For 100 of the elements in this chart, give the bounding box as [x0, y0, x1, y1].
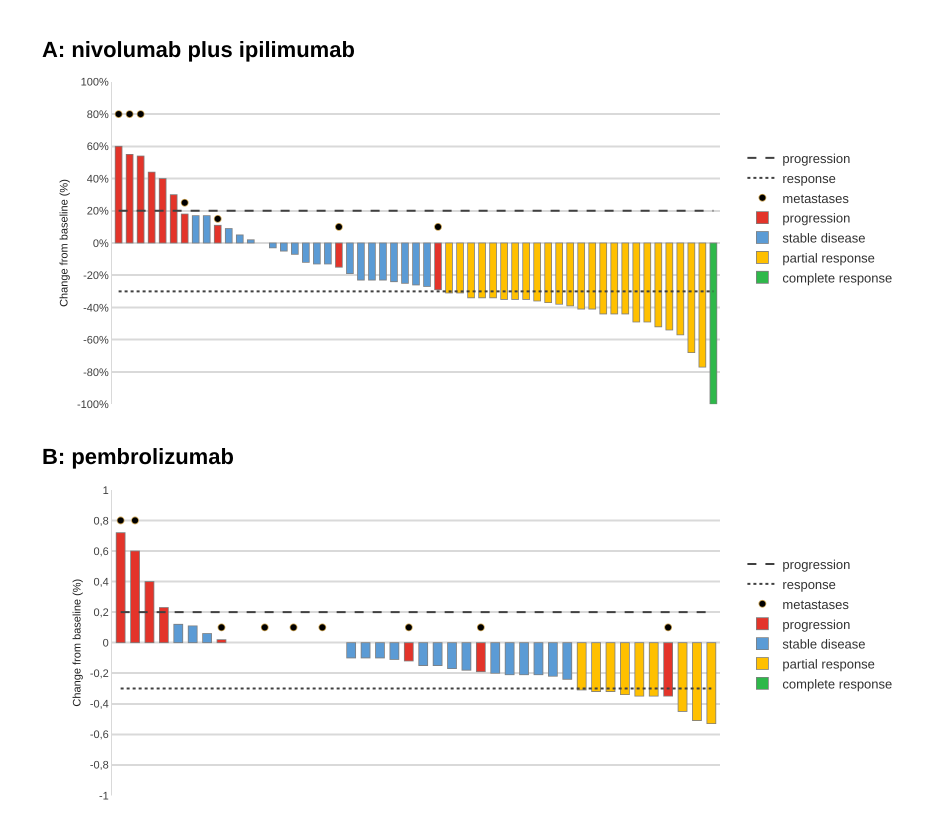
bar — [533, 242, 541, 302]
legend-label: metastases — [782, 190, 850, 206]
y-tick-label: -0,4 — [90, 698, 109, 711]
bar — [126, 154, 134, 244]
bar — [357, 242, 365, 280]
bar — [401, 242, 409, 284]
bar — [269, 242, 277, 248]
bar — [692, 642, 702, 721]
bar — [562, 642, 572, 680]
bar — [313, 242, 321, 264]
bar — [346, 242, 354, 274]
bar — [476, 642, 486, 672]
legend-label: partial response — [782, 250, 875, 266]
bar — [173, 624, 184, 644]
y-axis-title: Change from baseline (%) — [71, 578, 84, 707]
legend-label: metastases — [782, 596, 850, 612]
legend-label: progression — [782, 557, 850, 572]
bar — [236, 234, 244, 244]
bar — [291, 242, 299, 255]
bar — [490, 642, 500, 674]
bar — [445, 242, 453, 294]
y-tick-label: 100% — [80, 76, 110, 89]
bar — [606, 642, 616, 692]
y-tick-label: -40% — [83, 302, 110, 314]
bar — [324, 242, 332, 264]
bar — [478, 242, 486, 298]
legend-label: response — [782, 170, 836, 186]
point — [136, 110, 145, 118]
legend-label: progression — [782, 210, 850, 226]
bar — [432, 642, 442, 666]
bar — [412, 242, 420, 286]
bar — [456, 242, 464, 294]
bar — [136, 156, 144, 244]
bar — [676, 242, 684, 336]
y-tick-label: 1 — [102, 484, 109, 497]
y-tick-label: -100% — [77, 399, 110, 412]
legend-label: stable disease — [782, 636, 866, 652]
y-tick-label: 0,6 — [94, 546, 109, 558]
bar — [500, 242, 508, 300]
y-tick-label: 0 — [102, 638, 109, 650]
legend-label: partial response — [782, 656, 875, 672]
y-tick-label: 0,4 — [94, 576, 109, 588]
bar — [148, 172, 156, 244]
bar — [544, 242, 552, 304]
y-tick-label: 0,8 — [94, 515, 109, 528]
point — [114, 110, 123, 118]
bar — [534, 642, 544, 676]
bar — [519, 642, 529, 676]
bar — [621, 242, 630, 314]
bar — [368, 242, 376, 280]
bar — [632, 242, 640, 322]
bar — [688, 242, 696, 353]
bar — [599, 242, 608, 314]
bar — [360, 642, 370, 658]
bar — [511, 242, 519, 300]
bar — [654, 242, 662, 328]
bar — [390, 242, 398, 282]
bar — [158, 178, 166, 244]
chart-title: B: pembrolizumab — [42, 444, 234, 469]
y-tick-label: 20% — [86, 206, 110, 218]
bar — [280, 242, 288, 252]
bar — [202, 215, 211, 244]
bar — [170, 194, 178, 244]
bar — [591, 642, 601, 692]
bar — [555, 242, 563, 305]
y-tick-label: 40% — [86, 173, 110, 186]
bar — [610, 242, 618, 314]
bar — [202, 633, 212, 644]
bar — [130, 550, 140, 644]
legend-label: progression — [782, 151, 850, 166]
bar — [214, 224, 222, 244]
bar — [159, 607, 169, 644]
bar — [467, 242, 475, 298]
legend-label: response — [782, 576, 836, 592]
y-tick-label: 80% — [86, 108, 110, 121]
point — [126, 110, 134, 118]
legend-label: progression — [782, 616, 850, 632]
bar — [335, 242, 343, 268]
bar — [566, 242, 574, 306]
legend-label: complete response — [782, 676, 892, 692]
bar — [663, 642, 673, 697]
bar — [180, 214, 189, 244]
bar — [666, 242, 674, 330]
bar — [246, 239, 255, 244]
legend-label: complete response — [782, 270, 892, 286]
bar — [698, 242, 706, 368]
y-tick-label: -20% — [83, 270, 110, 282]
bar — [648, 642, 659, 697]
bar — [489, 242, 497, 298]
bar — [588, 242, 596, 310]
y-tick-label: -0,2 — [90, 668, 109, 680]
bar — [224, 228, 233, 244]
y-tick-label: -80% — [83, 366, 110, 379]
bar — [678, 642, 688, 712]
bar — [346, 642, 356, 658]
bar — [423, 242, 431, 287]
bar — [462, 642, 472, 671]
bar — [710, 242, 718, 404]
bar — [302, 242, 310, 263]
bar — [379, 242, 387, 280]
